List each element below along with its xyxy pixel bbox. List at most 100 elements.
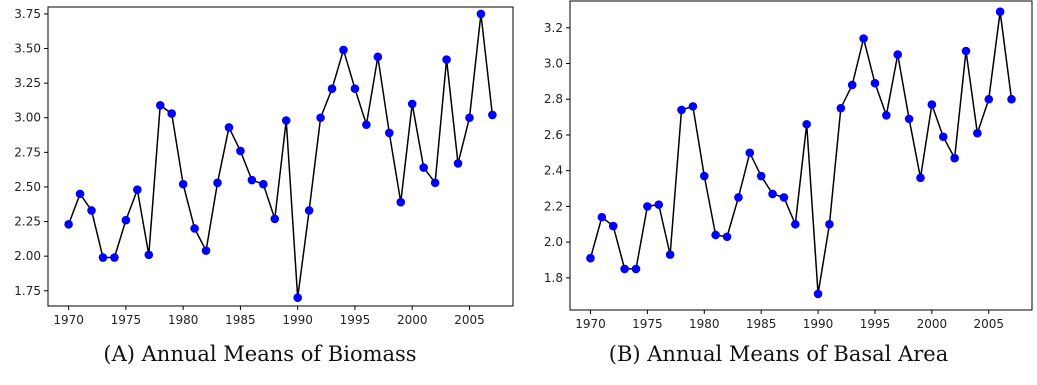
y-tick-label: 3.75 [14,7,41,21]
data-point [927,100,937,109]
data-point [178,179,188,189]
data-point [293,293,302,302]
data-point [270,214,280,224]
data-point [756,171,766,181]
y-tick-label: 1.8 [544,271,563,285]
data-point [825,219,834,229]
data-point [396,197,406,207]
y-tick-label: 2.4 [544,164,563,178]
x-tick-label: 1995 [860,317,891,331]
data-point [950,153,959,163]
data-point [813,289,823,299]
caption-basal-area: (B) Annual Means of Basal Area [608,342,949,366]
data-point [597,212,607,222]
data-point [430,178,440,188]
data-point [121,215,131,225]
caption-biomass: (A) Annual Means of Biomass [103,342,417,366]
data-point [859,34,868,43]
x-tick-label: 2005 [454,313,485,327]
x-tick-label: 1985 [225,313,256,327]
data-point [144,250,154,260]
series-line [589,10,1013,295]
data-point [995,7,1005,17]
y-tick-label: 2.75 [14,145,41,159]
chart-panel-biomass: 1970 1975 1980 1985 1990 1995 2000 2005 1.75 2.00… [14,6,514,366]
data-point [699,171,709,181]
x-tick-label: 2000 [397,313,428,327]
data-point [201,246,211,255]
data-point [316,113,325,123]
x-tick-label: 1980 [689,317,720,331]
data-point [779,193,789,202]
y-tick-label: 3.2 [544,21,563,35]
data-point [620,264,629,274]
data-point [688,102,698,111]
data-point [339,45,348,55]
data-point [791,219,800,229]
data-point [98,253,108,262]
y-tick-label: 2.0 [544,235,563,249]
data-point [259,179,268,189]
data-point [768,189,777,199]
data-point [654,200,664,209]
data-point [836,103,846,113]
y-tick-label: 2.50 [14,180,41,194]
data-point [984,94,994,104]
y-tick-label: 3.25 [14,76,41,90]
data-point [190,224,199,233]
y-tick-label: 2.00 [14,249,41,263]
data-point [745,148,755,158]
y-tick-label: 3.50 [14,42,41,56]
basal-area-line-chart: 1970 1975 1980 1985 1990 1995 2000 2005 1.8 2.0 2.… [544,0,1033,331]
data-point [476,9,486,19]
data-point [961,46,971,56]
data-point [87,206,96,215]
data-point [847,80,857,90]
y-tick-label: 2.2 [544,199,563,213]
data-point [734,193,743,202]
biomass-line-chart: 1970 1975 1980 1985 1990 1995 2000 2005 1.75 2.00… [14,6,514,327]
data-point [465,113,474,123]
data-point [586,253,595,263]
data-point [236,146,245,156]
plot-frame [569,0,1033,311]
chart-panel-basal-area: 1970 1975 1980 1985 1990 1995 2000 2005 1.8 2.0 2.… [520,0,1037,385]
data-point [247,175,257,185]
data-point [916,173,925,183]
data-point [362,120,371,129]
series-line [67,13,494,299]
data-point [453,159,463,168]
data-point [1007,94,1016,104]
data-point [373,52,383,62]
x-tick-label: 1990 [282,313,313,327]
data-point [304,206,314,215]
data-point [608,221,618,231]
data-point [722,232,732,242]
data-point [631,264,641,274]
plot-frame [47,6,514,307]
x-tick-label: 2005 [973,317,1004,331]
data-point [488,110,497,120]
data-point [75,189,85,199]
data-point [224,123,234,132]
data-point [870,78,880,88]
x-tick-label: 1995 [340,313,371,327]
x-tick-label: 1970 [53,313,84,327]
y-tick-label: 2.25 [14,215,41,229]
data-point [281,116,291,125]
x-tick-label: 1975 [632,317,663,331]
data-point [973,128,982,138]
data-point [665,250,675,259]
data-point [407,99,417,109]
data-point [677,105,686,115]
data-point [938,132,948,142]
data-point [385,128,394,138]
y-tick-label: 3.0 [544,57,563,71]
y-tick-label: 2.8 [544,92,563,106]
x-tick-label: 1990 [803,317,834,331]
x-tick-label: 1970 [575,317,606,331]
data-point [711,230,720,240]
data-point [350,84,360,93]
data-point [882,111,891,120]
data-point [419,163,428,172]
